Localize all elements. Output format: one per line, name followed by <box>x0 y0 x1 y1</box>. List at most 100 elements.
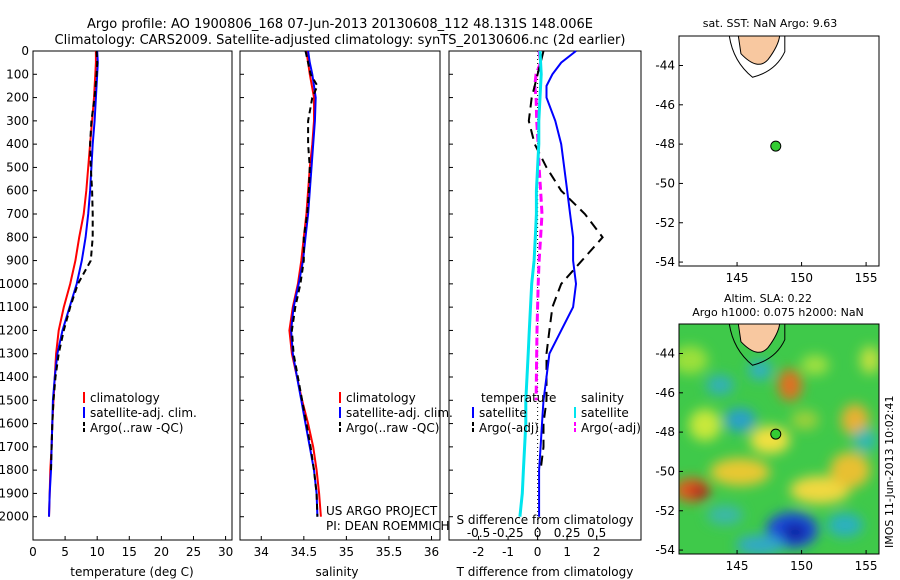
sst-map-panel: -44 -46 -48 -50 -52 -54 145 150 155 sat. SST: NaN… <box>655 17 880 285</box>
y-tick-label: 1500 <box>0 393 29 407</box>
legend-label: satellite-adj. clim. <box>90 406 197 420</box>
series-line-climatology <box>288 50 322 517</box>
annotation-pi: PI: DEAN ROEMMICH <box>326 519 449 533</box>
y-tick-label: 1300 <box>0 347 29 361</box>
map-subtitle-sla: Argo h1000: 0.075 h2000: NaN <box>692 306 864 319</box>
tasmania-landmass <box>737 36 781 65</box>
x-tick-label: 0 <box>29 545 37 559</box>
map-frame <box>678 35 880 267</box>
sla-anomaly-patch <box>724 408 756 432</box>
annotation-project: US ARGO PROJECT <box>326 504 438 518</box>
sla-anomaly-patch <box>783 524 807 540</box>
temperature-panel: 0100200300400500600700800900100011001200… <box>0 44 233 579</box>
x-tick-label: 20 <box>154 545 169 559</box>
x-tick-label: 35.5 <box>376 545 403 559</box>
sla-anomaly-patch <box>853 428 877 452</box>
x-tick-label: 15 <box>122 545 137 559</box>
legend-label: climatology <box>90 391 160 405</box>
y-tick-label: 1900 <box>0 486 29 500</box>
s-tick-label: -0.5 <box>467 526 490 540</box>
y-tick-label: 100 <box>6 67 29 81</box>
y-tick-label: 0 <box>21 44 29 58</box>
sla-anomaly-patch <box>790 476 850 504</box>
y-tick-label: 1100 <box>0 300 29 314</box>
map-content <box>679 324 879 554</box>
y-tick-label: -50 <box>655 176 675 190</box>
y-tick-label: 700 <box>6 207 29 221</box>
y-tick-label: 800 <box>6 230 29 244</box>
y-tick-label: 1000 <box>0 277 29 291</box>
sla-anomaly-patch <box>750 426 790 454</box>
float-position-marker <box>770 140 782 152</box>
x-tick-label: 34.5 <box>290 545 317 559</box>
shelf-contour <box>728 36 786 78</box>
x-tick-label: 155 <box>855 559 878 573</box>
sla-field <box>679 346 879 554</box>
y-tick-label: 300 <box>6 114 29 128</box>
series-line-salinity-satellite <box>518 50 543 517</box>
x-axis-label: salinity <box>315 565 358 579</box>
y-tick-label: 1700 <box>0 440 29 454</box>
y-tick-label: -44 <box>655 58 675 72</box>
y-tick-label: 1200 <box>0 323 29 337</box>
s-tick-label: -0.25 <box>493 526 524 540</box>
salinity-panel: 34 34.5 35 35.5 36 salinity climatologysatelli… <box>239 50 453 579</box>
x-tick-label: -2 <box>473 545 485 559</box>
map-title-sst: sat. SST: NaN Argo: 9.63 <box>703 17 837 30</box>
y-tick-label: -52 <box>655 216 675 230</box>
x-tick-label: -1 <box>502 545 514 559</box>
series-line-temperature-satellite <box>538 50 578 517</box>
x-tick-label: 150 <box>790 271 813 285</box>
sla-map-panel: -44 -46 -48 -50 -52 -54 145 150 155 Altim. SLA: 0… <box>655 292 896 573</box>
legend-label: satellite <box>581 406 629 420</box>
series-line-temperature-argo <box>527 50 604 471</box>
shelf-contour <box>728 324 786 366</box>
s-axis-label: S difference from climatology <box>457 513 634 527</box>
y-tick-label: 1400 <box>0 370 29 384</box>
sla-anomaly-patch <box>778 369 802 401</box>
x-tick-label: 36 <box>424 545 439 559</box>
float-position-marker <box>770 428 782 440</box>
plot-frame <box>32 50 233 541</box>
s-tick-label: 0.25 <box>554 526 581 540</box>
legend-header-temperature: temperature <box>481 391 556 405</box>
series-line-argo <box>50 50 99 471</box>
x-tick-label: 1 <box>563 545 571 559</box>
map-frame <box>678 323 880 555</box>
s-tick-label: 0 <box>534 526 542 540</box>
legend-label: Argo(..raw -QC) <box>346 421 439 435</box>
sla-anomaly-patch <box>706 375 734 395</box>
y-tick-label: 900 <box>6 254 29 268</box>
tasmania-landmass <box>737 324 781 353</box>
legend-label: satellite <box>479 406 527 420</box>
y-tick-label: 500 <box>6 160 29 174</box>
y-tick-label: -44 <box>655 346 675 360</box>
y-tick-label: -54 <box>655 255 675 269</box>
sla-anomaly-patch <box>679 346 708 374</box>
y-tick-label: 1800 <box>0 463 29 477</box>
sla-anomaly-patch <box>690 485 710 499</box>
y-tick-label: 400 <box>6 137 29 151</box>
y-tick-label: -46 <box>655 386 675 400</box>
title-line-2: Climatology: CARS2009. Satellite-adjuste… <box>55 33 626 48</box>
sla-anomaly-patch <box>841 404 869 436</box>
y-tick-label: 200 <box>6 91 29 105</box>
legend-label: climatology <box>346 391 416 405</box>
legend-header-salinity: salinity <box>581 391 624 405</box>
x-axis-label: T difference from climatology <box>456 565 634 579</box>
sla-anomaly-patch <box>736 535 784 554</box>
y-tick-label: 1600 <box>0 417 29 431</box>
legend-label: Argo(..raw -QC) <box>90 421 183 435</box>
sla-anomaly-patch <box>801 355 829 375</box>
x-tick-label: 34 <box>254 545 269 559</box>
sla-anomaly-patch <box>710 458 770 486</box>
sla-anomaly-patch <box>860 346 879 374</box>
x-axis-label: temperature (deg C) <box>70 565 193 579</box>
y-tick-label: -52 <box>655 504 675 518</box>
y-tick-label: -48 <box>655 425 675 439</box>
x-tick-label: 2 <box>593 545 601 559</box>
plot-frame <box>239 50 441 541</box>
x-tick-label: 0 <box>534 545 542 559</box>
y-tick-label: 600 <box>6 184 29 198</box>
difference-panel: -2 -1 0 1 2 -0.5 -0.25 0 0.25 0.5S difference fro… <box>448 50 642 579</box>
